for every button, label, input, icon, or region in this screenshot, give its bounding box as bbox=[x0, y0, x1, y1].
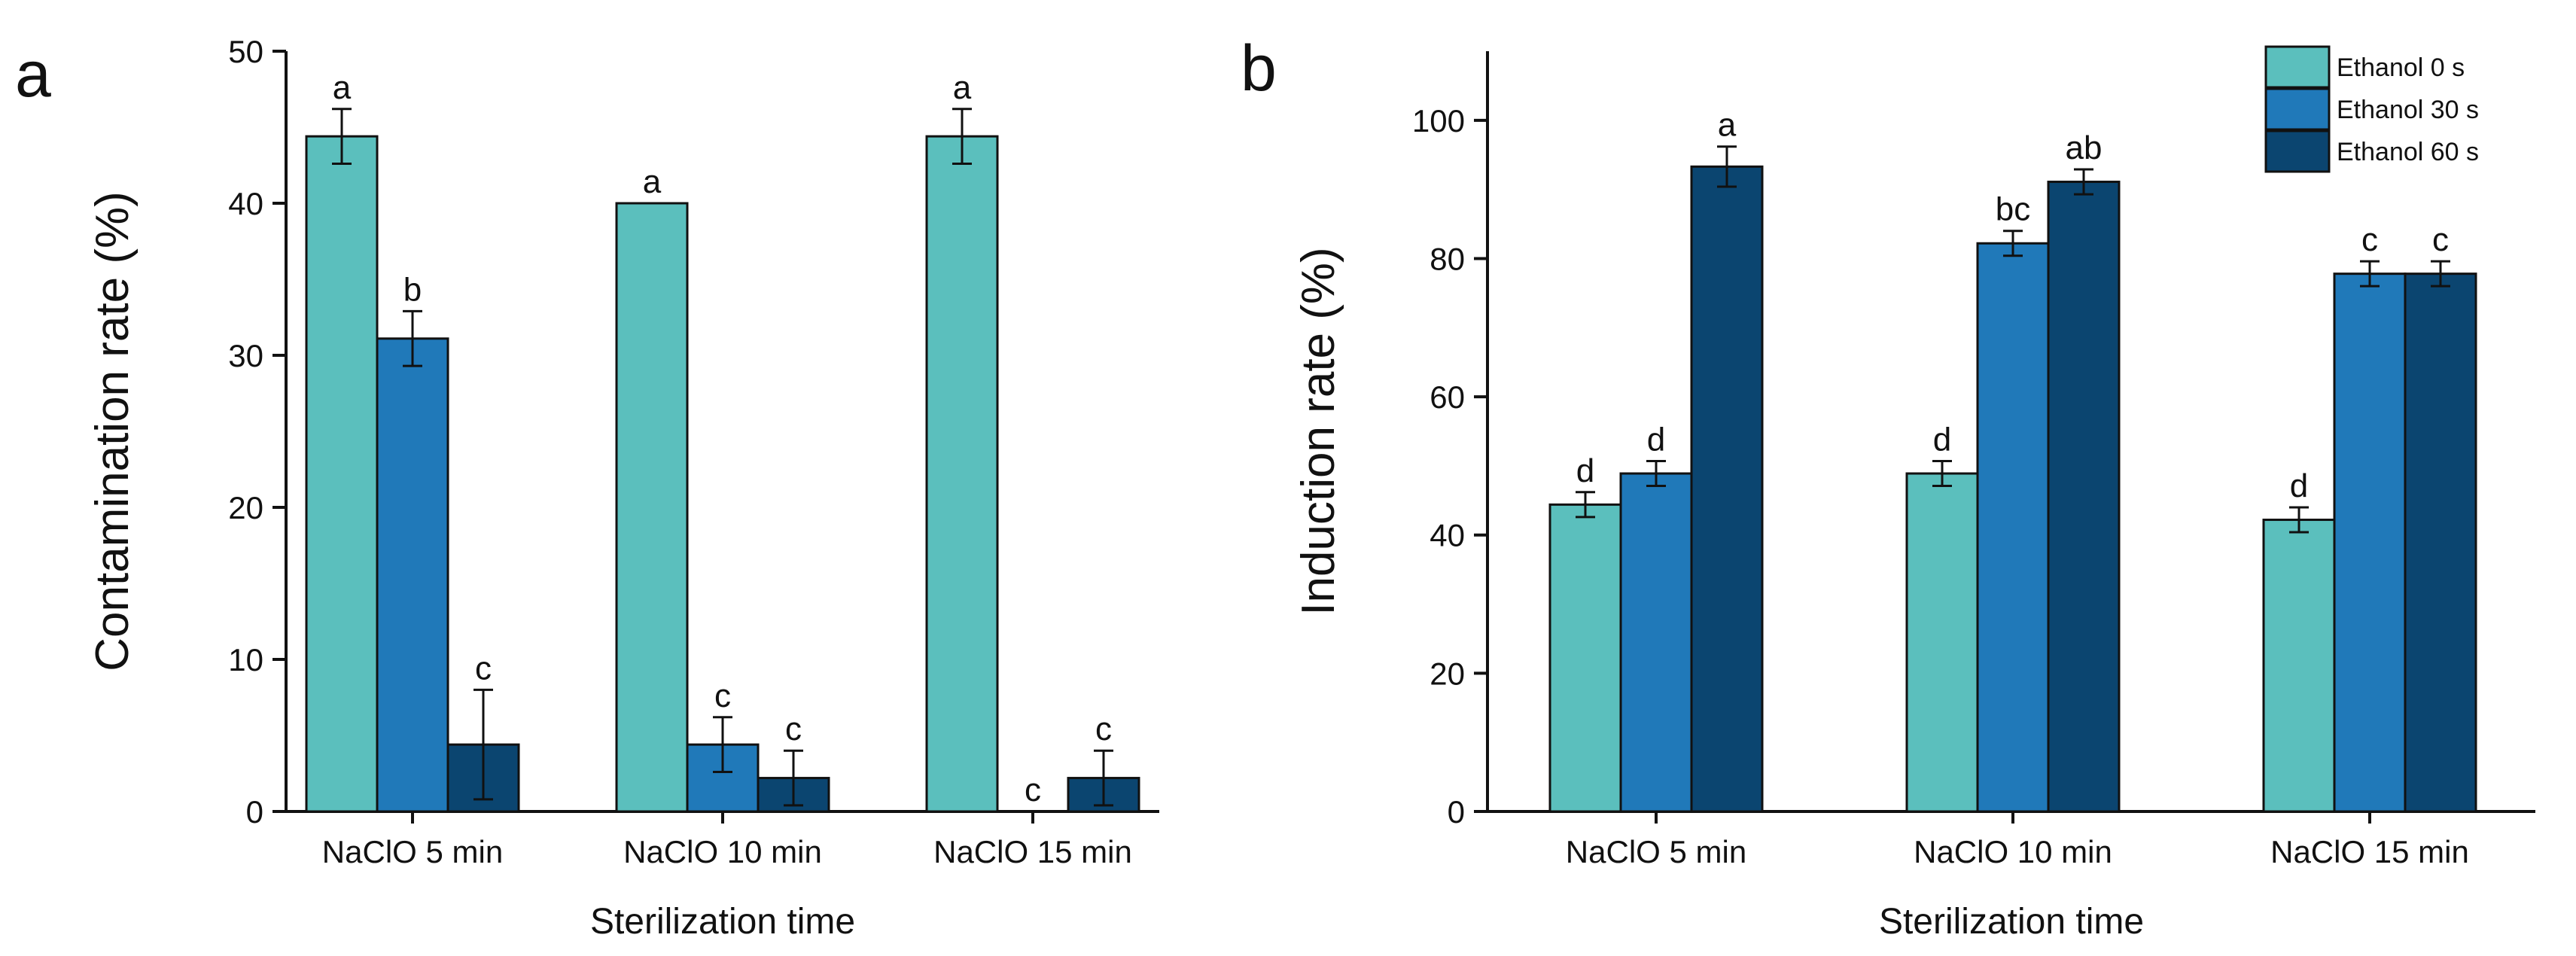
x-tick-label: NaClO 15 min bbox=[933, 834, 1132, 869]
panel-a-x-axis-title: Sterilization time bbox=[590, 902, 855, 942]
panel-b-x-axis-title: Sterilization time bbox=[1879, 902, 2144, 942]
y-tick-label: 0 bbox=[1448, 794, 1465, 830]
panel-b-y-ticks: 0 20 40 60 80 100 bbox=[1412, 103, 1487, 830]
x-tick-label: NaClO 10 min bbox=[623, 834, 822, 869]
legend-swatch-icon bbox=[2264, 45, 2331, 89]
panel-b-x-ticks: NaClO 5 min NaClO 10 min NaClO 15 min bbox=[1566, 811, 2469, 869]
legend: Ethanol 0 s Ethanol 30 s Ethanol 60 s bbox=[2264, 45, 2479, 173]
bar-a-0-1 bbox=[376, 337, 449, 813]
legend-label-1: Ethanol 30 s bbox=[2337, 96, 2479, 124]
panel-a-y-ticks: 0 10 20 30 40 50 bbox=[228, 34, 286, 830]
y-tick-label: 40 bbox=[1430, 518, 1465, 553]
bar-b-2-0 bbox=[2262, 519, 2336, 813]
panel-a-y-axis-title: Contamination rate (%) bbox=[87, 191, 139, 671]
y-tick-label: 20 bbox=[1430, 656, 1465, 691]
x-tick-label: NaClO 10 min bbox=[1914, 834, 2112, 869]
y-tick-label: 0 bbox=[246, 794, 263, 830]
significance-label: a bbox=[953, 69, 972, 106]
y-tick-label: 60 bbox=[1430, 379, 1465, 415]
bar-b-0-1 bbox=[1619, 472, 1693, 813]
bar-b-2-1 bbox=[2333, 272, 2407, 813]
y-tick-label: 40 bbox=[228, 186, 263, 221]
significance-label: d bbox=[1647, 421, 1665, 458]
bar-a-1-0 bbox=[615, 202, 689, 813]
legend-swatch-icon bbox=[2264, 87, 2331, 131]
bar-b-1-0 bbox=[1905, 472, 1979, 813]
significance-label: d bbox=[1576, 452, 1594, 489]
significance-label: c bbox=[475, 650, 492, 687]
panel-a-x-ticks: NaClO 5 min NaClO 10 min NaClO 15 min bbox=[322, 811, 1132, 869]
panel-a-bars: a b c a c c a c c bbox=[305, 69, 1140, 813]
significance-label: d bbox=[1933, 421, 1951, 458]
bar-b-1-2 bbox=[2047, 181, 2121, 813]
significance-label: c bbox=[2432, 221, 2449, 258]
bar-a-2-0 bbox=[925, 135, 999, 813]
panel-letter-b: b bbox=[1241, 32, 1277, 105]
significance-label: c bbox=[1025, 772, 1041, 808]
y-tick-label: 50 bbox=[228, 34, 263, 69]
y-tick-label: 30 bbox=[228, 338, 263, 373]
y-tick-label: 10 bbox=[228, 642, 263, 677]
significance-label: a bbox=[333, 69, 352, 106]
legend-swatch-icon bbox=[2264, 129, 2331, 173]
y-tick-label: 100 bbox=[1412, 103, 1465, 139]
significance-label: c bbox=[785, 711, 802, 747]
bar-a-0-0 bbox=[305, 135, 379, 813]
significance-label: c bbox=[714, 677, 731, 714]
bar-b-1-1 bbox=[1976, 242, 2050, 813]
significance-label: a bbox=[643, 163, 662, 200]
x-tick-label: NaClO 5 min bbox=[322, 834, 503, 869]
significance-label: ab bbox=[2066, 129, 2103, 166]
y-tick-label: 20 bbox=[228, 490, 263, 525]
significance-label: bc bbox=[1996, 191, 2030, 228]
y-tick-label: 80 bbox=[1430, 241, 1465, 276]
significance-label: b bbox=[403, 271, 422, 308]
x-tick-label: NaClO 5 min bbox=[1566, 834, 1746, 869]
legend-label-0: Ethanol 0 s bbox=[2337, 53, 2465, 82]
significance-label: a bbox=[1718, 107, 1737, 144]
panel-letter-a: a bbox=[15, 38, 51, 111]
panel-b-y-axis-title: Induction rate (%) bbox=[1293, 247, 1344, 615]
bar-b-0-2 bbox=[1690, 165, 1764, 813]
significance-label: c bbox=[2361, 221, 2378, 258]
x-tick-label: NaClO 15 min bbox=[2270, 834, 2469, 869]
significance-label: d bbox=[2290, 467, 2308, 504]
significance-label: c bbox=[1095, 711, 1112, 747]
bar-b-2-2 bbox=[2404, 272, 2477, 813]
legend-label-2: Ethanol 60 s bbox=[2337, 138, 2479, 166]
bar-b-0-0 bbox=[1548, 503, 1622, 813]
